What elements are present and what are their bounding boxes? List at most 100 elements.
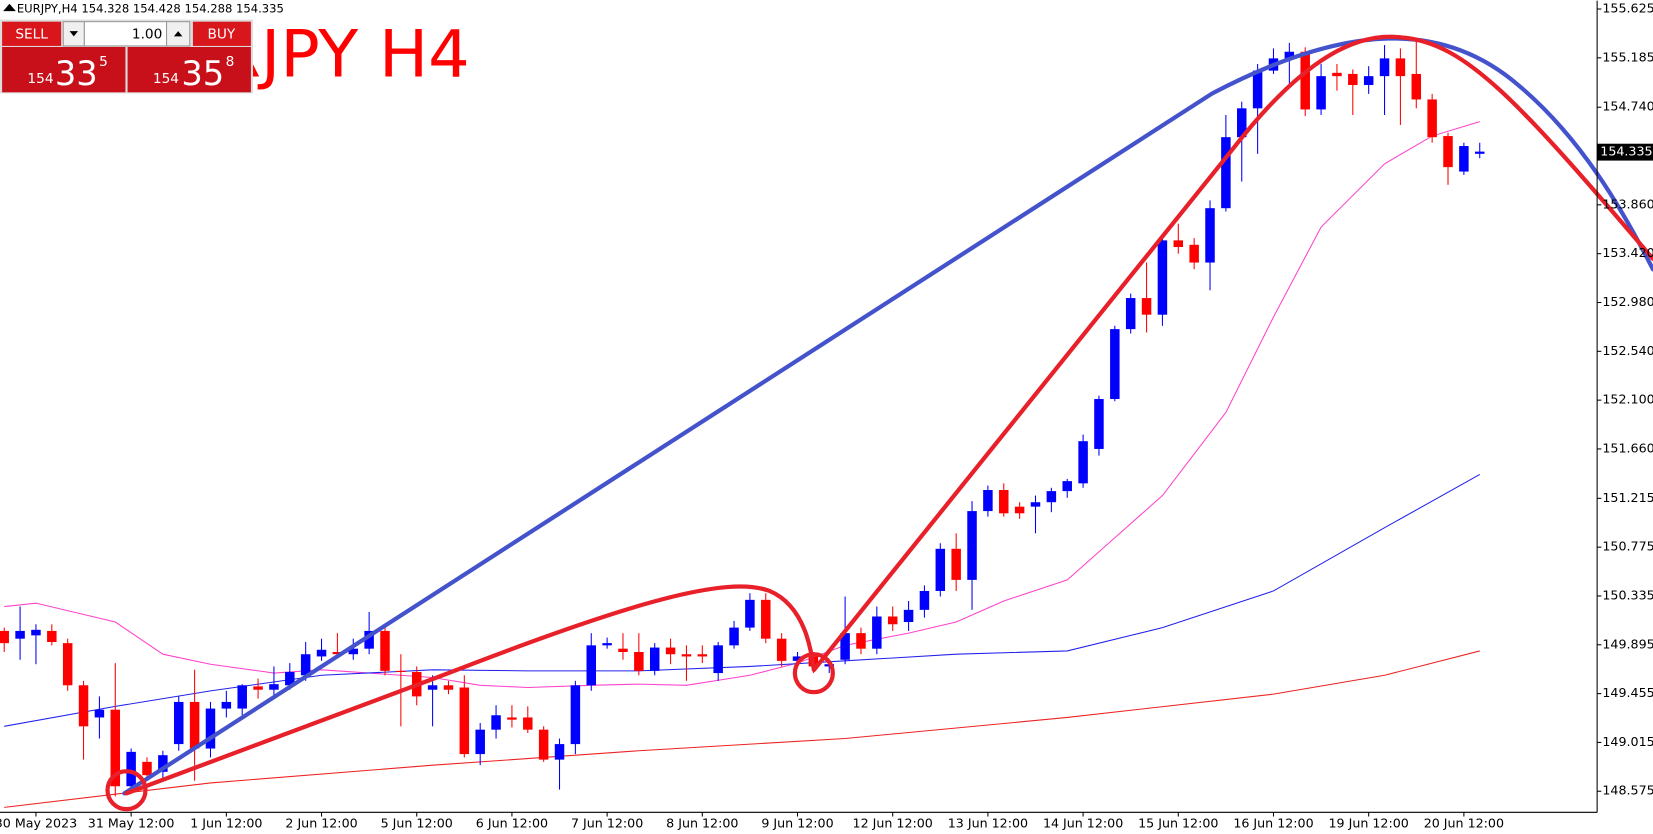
candle-body — [1157, 240, 1168, 315]
candle-body — [729, 627, 739, 646]
y-tick-label: 154.740 — [1602, 99, 1653, 114]
candle-body — [221, 701, 232, 709]
candle-body — [586, 645, 596, 686]
candle-body — [110, 709, 121, 787]
candle-body — [967, 511, 977, 580]
candle-body — [1030, 502, 1041, 507]
candle-body — [1189, 244, 1199, 263]
candle-body — [792, 656, 803, 661]
candle-body — [1173, 240, 1184, 248]
candle-body — [761, 599, 771, 639]
candle-body — [126, 751, 136, 787]
blue-trend-curve — [122, 36, 1653, 796]
x-tick-label: 20 Jun 12:00 — [1424, 815, 1504, 830]
candle-body — [919, 590, 930, 610]
buy-label: BUY — [207, 26, 235, 42]
buy-button[interactable] — [192, 21, 251, 46]
candle-body — [300, 654, 311, 676]
candle-body — [713, 645, 723, 674]
y-tick-label: 149.895 — [1602, 636, 1653, 651]
y-tick-label: 152.540 — [1602, 343, 1653, 358]
y-tick-label: 151.215 — [1602, 490, 1653, 505]
y-tick-label: 153.420 — [1602, 245, 1653, 260]
y-tick-label: 152.980 — [1602, 294, 1653, 309]
candle-body — [1062, 481, 1072, 492]
candle-body — [269, 684, 279, 690]
candle-body — [1141, 298, 1152, 315]
candle-body — [94, 709, 105, 718]
candle-body — [0, 630, 9, 644]
current-price-tag — [1597, 143, 1653, 161]
lot-input[interactable] — [83, 21, 168, 47]
candle-body — [665, 647, 676, 655]
x-tick-label: 30 May 2023 — [0, 815, 77, 830]
bid-pip: 5 — [99, 54, 108, 70]
candle-body — [380, 630, 390, 671]
x-tick-label: 31 May 12:00 — [88, 815, 175, 830]
x-tick-label: 2 Jun 12:00 — [285, 815, 357, 830]
lot-value: 1.00 — [132, 26, 162, 42]
y-tick-label: 155.185 — [1602, 49, 1653, 64]
ask-pip: 8 — [226, 54, 235, 70]
candle-body — [554, 744, 565, 760]
candle-body — [1205, 208, 1215, 263]
x-tick-label: 9 Jun 12:00 — [761, 815, 833, 830]
candle-body — [538, 729, 549, 760]
candle-body — [47, 630, 57, 643]
y-tick-label: 150.775 — [1602, 539, 1653, 554]
x-tick-label: 16 Jun 12:00 — [1233, 815, 1313, 830]
candle-body — [935, 548, 946, 591]
y-tick-label: 149.015 — [1602, 734, 1653, 749]
x-tick-label: 14 Jun 12:00 — [1043, 815, 1123, 830]
x-tick-label: 1 Jun 12:00 — [190, 815, 262, 830]
candle-body — [649, 647, 660, 671]
candle-body — [1221, 137, 1231, 209]
ask-box[interactable] — [127, 46, 251, 93]
trade-panel: SELL 1.00 BUY 154 33 5 154 35 8 — [0, 19, 254, 94]
candle-body — [475, 729, 485, 755]
candle-body — [1474, 151, 1485, 154]
y-tick-label: 153.860 — [1602, 196, 1653, 211]
sell-button[interactable] — [2, 21, 62, 46]
plot — [0, 40, 1485, 808]
candle-body — [602, 643, 612, 646]
current-price-label: 154.335 — [1600, 144, 1652, 159]
candle-body — [1078, 441, 1088, 484]
candle-body — [745, 599, 755, 628]
candle-body — [1110, 329, 1120, 400]
x-tick-label: 7 Jun 12:00 — [571, 815, 643, 830]
candle-body — [173, 701, 184, 745]
y-tick-label: 151.660 — [1602, 440, 1653, 455]
candle-body — [316, 649, 327, 657]
y-tick-label: 148.575 — [1602, 783, 1653, 798]
collapse-icon[interactable] — [3, 3, 16, 12]
candle-body — [31, 629, 41, 636]
candle-body — [840, 633, 850, 660]
candle-body — [1379, 58, 1390, 77]
bid-box[interactable] — [2, 46, 126, 93]
arrow-up — [173, 31, 183, 37]
candle-body — [253, 686, 263, 690]
candle-body — [1094, 399, 1104, 449]
candle-body — [62, 643, 73, 686]
candle-body — [1237, 108, 1247, 138]
candle-body — [776, 638, 787, 661]
candle-body — [1300, 51, 1310, 110]
candle-body — [1316, 76, 1326, 110]
red-trend-curve — [124, 34, 1653, 796]
candle-body — [1046, 491, 1057, 503]
sell-label: SELL — [15, 26, 48, 42]
candle-body — [634, 651, 644, 671]
candle-body — [1284, 51, 1295, 59]
x-tick-label: 13 Jun 12:00 — [948, 815, 1028, 830]
x-tick-label: 12 Jun 12:00 — [853, 815, 933, 830]
candle-body — [1411, 73, 1422, 100]
quote-line: EURJPY,H4 154.328 154.428 154.288 154.33… — [17, 2, 284, 16]
candle-body — [1125, 298, 1136, 330]
candle-body — [348, 648, 359, 655]
candle-body — [856, 633, 866, 649]
candle-body — [15, 630, 25, 639]
